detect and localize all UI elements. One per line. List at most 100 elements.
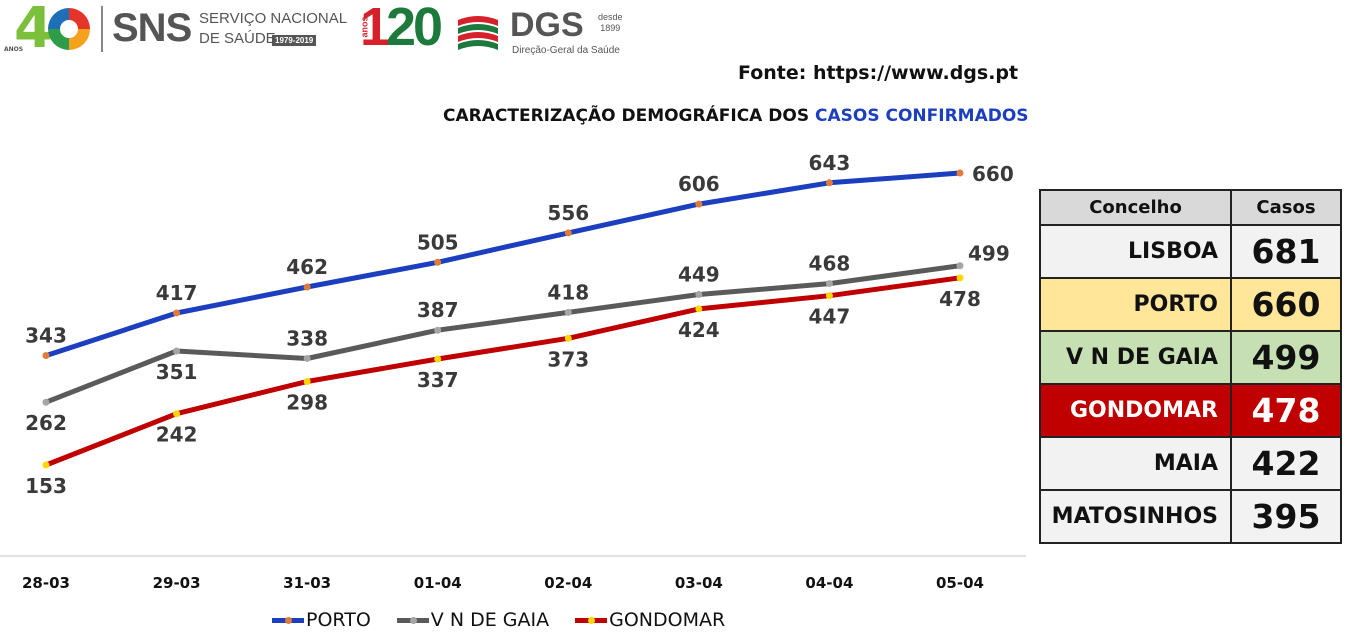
data-point-gondomar [825, 292, 833, 300]
data-point-porto [434, 258, 442, 266]
data-label-porto: 462 [286, 255, 328, 279]
sns-subtitle-2: DE SAÚDE [199, 30, 276, 47]
data-label-gaia: 338 [286, 326, 328, 350]
concelho-cell: GONDOMAR [1039, 383, 1232, 438]
chart-title-part1: CARACTERIZAÇÃO DEMOGRÁFICA DOS [443, 106, 815, 126]
data-label-gondomar: 424 [678, 318, 720, 342]
column-header-casos: Casos [1230, 189, 1342, 226]
data-point-gaia [434, 326, 442, 334]
dgs-desde-year: 1899 [600, 23, 621, 33]
series-line-gaia [43, 263, 963, 405]
data-point-gondomar [173, 410, 181, 418]
data-point-gaia [825, 280, 833, 288]
data-label-gondomar: 447 [809, 305, 851, 329]
data-label-gondomar: 337 [417, 368, 459, 392]
table-row: GONDOMAR 478 [1039, 383, 1342, 438]
data-label-porto: 556 [547, 201, 589, 225]
legend-swatch-gondomar [575, 616, 608, 624]
data-label-gondomar: 373 [547, 347, 589, 371]
data-label-gaia: 468 [809, 252, 851, 276]
logo-divider [101, 6, 103, 52]
concelho-cell: MATOSINHOS [1039, 489, 1232, 544]
x-tick-label: 05-04 [936, 574, 984, 592]
legend-dot [588, 616, 596, 624]
legend-label-porto: PORTO [306, 609, 371, 631]
column-header-concelho: Concelho [1039, 189, 1232, 226]
data-label-gaia: 449 [678, 263, 720, 287]
sns-40-anos-logo: 4 ANOS [4, 0, 96, 61]
data-point-porto [956, 169, 964, 177]
line-chart: 343 417 462 505 556 606 643 660 262 351 338 387 418 4… [0, 151, 1026, 592]
x-tick-label: 28-03 [22, 574, 70, 592]
data-point-porto [303, 283, 311, 291]
data-label-gondomar: 242 [156, 423, 198, 447]
data-label-gondomar: 298 [286, 390, 328, 414]
data-label-gondomar: 478 [939, 287, 981, 311]
logo40-ring [48, 8, 90, 50]
dgs-logo-text: DGS [510, 6, 584, 44]
data-label-porto: 505 [417, 230, 459, 254]
data-label-porto: 606 [678, 172, 720, 196]
legend-item-porto: PORTO [272, 609, 371, 631]
legend-dot [409, 616, 417, 624]
table-row: MAIA 422 [1039, 436, 1342, 491]
data-point-gaia [42, 398, 50, 406]
data-point-gaia [695, 291, 703, 299]
sns-subtitle-1: SERVIÇO NACIONAL [199, 10, 348, 27]
concelho-cell: MAIA [1039, 436, 1232, 491]
casos-cell: 478 [1230, 383, 1342, 438]
dgs-since: desde 1899 [598, 12, 623, 34]
dgs-120-anos-logo: anos 1 20 [360, 0, 460, 57]
table-row: PORTO 660 [1039, 277, 1342, 332]
series-line-gondomar [43, 275, 963, 468]
logo40-digit: 4 [14, 0, 53, 61]
data-point-porto [173, 309, 181, 317]
sns-years: 1979-2019 [272, 35, 317, 46]
legend-swatch-gaia [396, 616, 429, 624]
x-tick-label: 02-04 [544, 574, 592, 592]
casos-cell: 681 [1230, 224, 1342, 279]
sns-logo-text: SNS [112, 6, 192, 50]
x-tick-label: 01-04 [414, 574, 462, 592]
legend-swatch-porto [272, 616, 304, 624]
data-label-gaia: 351 [156, 360, 198, 384]
data-point-gondomar [42, 461, 50, 469]
x-tick-label: 04-04 [805, 574, 853, 592]
logo120-twenty: 20 [386, 0, 443, 57]
data-point-gaia [956, 262, 964, 270]
legend-dot [285, 616, 292, 624]
data-point-porto [42, 352, 50, 360]
x-tick-label: 31-03 [283, 574, 331, 592]
data-point-porto [825, 179, 833, 187]
source-text: Fonte: https://www.dgs.pt [738, 62, 1019, 84]
chart-title-highlight: CASOS CONFIRMADOS [814, 106, 1029, 126]
data-label-gaia: 262 [25, 411, 67, 435]
data-point-porto [564, 229, 572, 237]
legend-item-gaia: V N DE GAIA [396, 609, 549, 631]
casos-cell: 660 [1230, 277, 1342, 332]
data-label-gaia: 418 [547, 280, 589, 304]
series-line-porto [43, 170, 963, 359]
concelho-cell: LISBOA [1039, 224, 1232, 279]
concelho-cell: PORTO [1039, 277, 1232, 332]
table-header-row: Concelho Casos [1039, 189, 1342, 226]
data-point-gondomar [303, 377, 311, 385]
concelho-cell: V N DE GAIA [1039, 330, 1232, 385]
data-point-gaia [564, 308, 572, 316]
data-point-gondomar [956, 274, 964, 282]
data-point-gondomar [434, 355, 442, 363]
logo120-one: 1 [360, 0, 391, 57]
data-point-gondomar [695, 305, 703, 313]
x-tick-label: 29-03 [153, 574, 201, 592]
casos-cell: 499 [1230, 330, 1342, 385]
cases-table: Concelho Casos LISBOA 681 PORTO 660 V N DE G… [1039, 189, 1342, 544]
data-point-porto [695, 200, 703, 208]
chart-title: CARACTERIZAÇÃO DEMOGRÁFICA DOS CASOS CON… [443, 106, 1029, 126]
casos-cell: 395 [1230, 489, 1342, 544]
dgs-subtitle: Direção-Geral da Saúde [512, 45, 620, 56]
data-label-porto: 660 [972, 162, 1014, 186]
data-label-porto: 643 [809, 151, 851, 175]
dgs-desde-label: desde [598, 12, 623, 22]
table-row: LISBOA 681 [1039, 224, 1342, 279]
table-row: V N DE GAIA 499 [1039, 330, 1342, 385]
